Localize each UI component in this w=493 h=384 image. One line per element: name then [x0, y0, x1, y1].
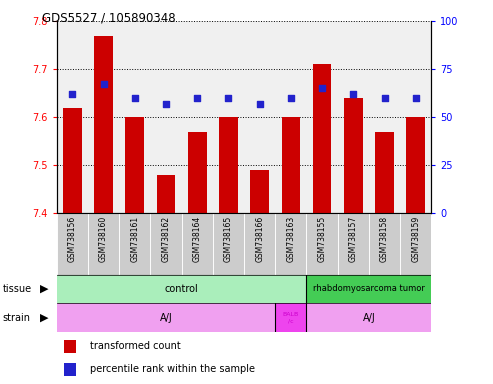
Text: strain: strain	[2, 313, 31, 323]
Bar	[375, 132, 394, 213]
Bar	[338, 213, 369, 275]
Text: ▶: ▶	[40, 313, 49, 323]
Text: percentile rank within the sample: percentile rank within the sample	[90, 364, 255, 374]
Bar	[181, 213, 213, 275]
Bar	[307, 275, 431, 303]
Text: GSM738163: GSM738163	[286, 216, 295, 262]
Point	[131, 95, 139, 101]
Bar	[400, 213, 431, 275]
Bar	[219, 117, 238, 213]
Text: control: control	[165, 284, 199, 294]
Bar	[344, 98, 363, 213]
Bar	[57, 303, 275, 332]
Text: ▶: ▶	[40, 284, 49, 294]
Text: GSM738155: GSM738155	[317, 216, 326, 262]
Point	[256, 101, 264, 107]
Bar	[64, 339, 76, 353]
Bar	[57, 275, 307, 303]
Point	[162, 101, 170, 107]
Bar	[119, 213, 150, 275]
Bar	[188, 132, 207, 213]
Bar	[250, 170, 269, 213]
Point	[69, 91, 76, 97]
Text: BALB
/c: BALB /c	[283, 312, 299, 323]
Point	[412, 95, 420, 101]
Point	[350, 91, 357, 97]
Bar	[313, 65, 331, 213]
Text: A/J: A/J	[160, 313, 173, 323]
Bar	[275, 303, 307, 332]
Bar	[307, 303, 431, 332]
Point	[193, 95, 201, 101]
Bar	[275, 213, 307, 275]
Point	[381, 95, 388, 101]
Text: GSM738157: GSM738157	[349, 216, 358, 262]
Bar	[369, 213, 400, 275]
Point	[100, 81, 107, 88]
Bar	[88, 213, 119, 275]
Bar	[64, 362, 76, 376]
Text: GSM738158: GSM738158	[380, 216, 389, 262]
Point	[287, 95, 295, 101]
Text: GSM738160: GSM738160	[99, 216, 108, 262]
Text: A/J: A/J	[362, 313, 375, 323]
Text: rhabdomyosarcoma tumor: rhabdomyosarcoma tumor	[313, 285, 425, 293]
Bar	[406, 117, 425, 213]
Text: GSM738156: GSM738156	[68, 216, 77, 262]
Bar	[150, 213, 181, 275]
Bar	[307, 213, 338, 275]
Bar	[244, 213, 275, 275]
Point	[318, 85, 326, 91]
Text: GSM738165: GSM738165	[224, 216, 233, 262]
Text: transformed count: transformed count	[90, 341, 181, 351]
Bar	[125, 117, 144, 213]
Bar	[282, 117, 300, 213]
Text: GSM738164: GSM738164	[193, 216, 202, 262]
Bar	[157, 175, 176, 213]
Point	[224, 95, 232, 101]
Bar	[63, 108, 82, 213]
Text: GDS5527 / 105890348: GDS5527 / 105890348	[42, 12, 176, 25]
Text: GSM738166: GSM738166	[255, 216, 264, 262]
Text: GSM738159: GSM738159	[411, 216, 420, 262]
Bar	[94, 36, 113, 213]
Text: GSM738162: GSM738162	[162, 216, 171, 262]
Text: tissue: tissue	[2, 284, 32, 294]
Bar	[57, 213, 88, 275]
Text: GSM738161: GSM738161	[130, 216, 139, 262]
Bar	[213, 213, 244, 275]
